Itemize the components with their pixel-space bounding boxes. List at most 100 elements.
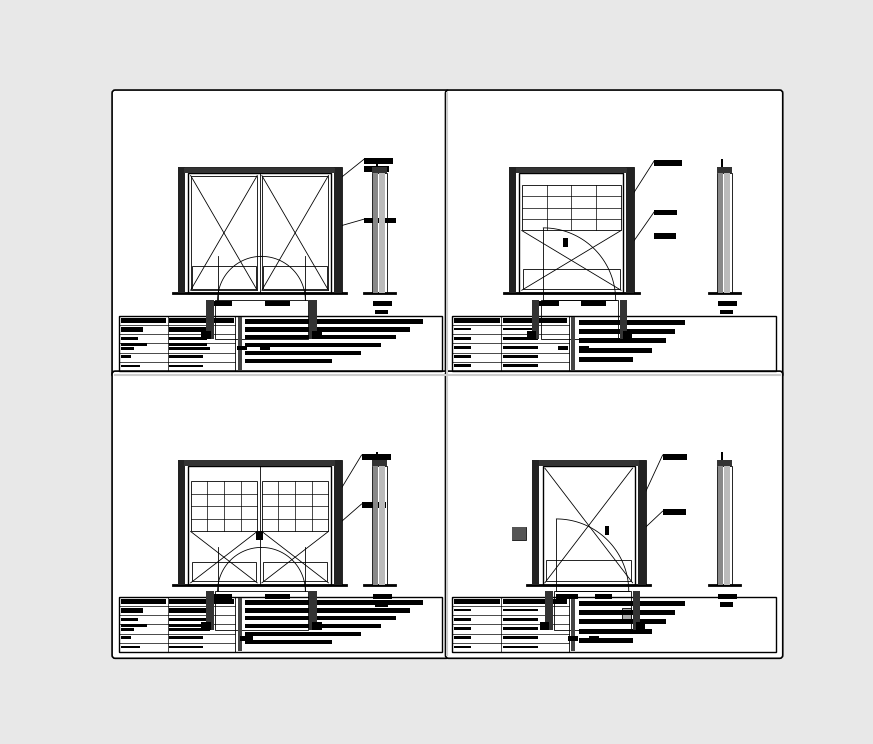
Bar — [654, 234, 676, 239]
Bar — [206, 301, 214, 339]
Bar — [654, 160, 682, 165]
Bar — [260, 346, 270, 350]
Bar — [503, 355, 538, 358]
Bar — [264, 266, 327, 289]
Bar — [503, 618, 538, 620]
Bar — [522, 185, 621, 231]
FancyBboxPatch shape — [112, 371, 450, 658]
Bar — [265, 594, 290, 599]
Bar — [256, 530, 264, 540]
Bar — [720, 310, 732, 314]
Bar — [654, 210, 677, 215]
Bar — [579, 320, 685, 325]
Bar — [119, 597, 236, 652]
Bar — [120, 636, 131, 639]
Bar — [503, 327, 538, 330]
Bar — [177, 167, 185, 292]
Bar — [535, 301, 560, 307]
Bar — [663, 510, 685, 515]
FancyBboxPatch shape — [112, 90, 450, 377]
Bar — [245, 351, 361, 356]
Bar — [720, 602, 732, 606]
Bar — [313, 331, 321, 339]
Bar — [245, 343, 381, 347]
Bar — [579, 638, 633, 643]
Bar — [376, 452, 379, 460]
Bar — [718, 173, 723, 292]
Bar — [532, 460, 646, 586]
Bar — [177, 460, 341, 586]
Bar — [379, 466, 385, 586]
Bar — [169, 343, 207, 346]
Bar — [364, 166, 389, 172]
Bar — [721, 159, 724, 167]
Bar — [717, 173, 732, 292]
Bar — [717, 466, 732, 586]
Bar — [509, 167, 634, 292]
Bar — [503, 318, 567, 323]
Bar — [545, 591, 553, 630]
Bar — [568, 636, 578, 641]
Bar — [373, 173, 378, 292]
Bar — [542, 466, 635, 586]
Bar — [265, 301, 290, 307]
Bar — [120, 618, 138, 621]
Bar — [579, 601, 685, 606]
Bar — [376, 159, 379, 167]
Bar — [373, 301, 392, 307]
Bar — [721, 452, 724, 460]
Bar — [454, 346, 471, 349]
Bar — [532, 460, 540, 586]
Bar — [571, 598, 575, 650]
Bar — [718, 301, 737, 307]
Bar — [169, 337, 207, 340]
Bar — [245, 319, 423, 324]
Bar — [372, 466, 387, 586]
Bar — [245, 624, 381, 629]
Bar — [452, 315, 569, 371]
Bar — [379, 173, 385, 292]
Bar — [208, 594, 232, 599]
Bar — [454, 355, 471, 358]
Bar — [563, 238, 567, 247]
Bar — [169, 365, 203, 368]
Bar — [120, 355, 131, 358]
Bar — [539, 461, 639, 466]
FancyBboxPatch shape — [445, 90, 783, 377]
Bar — [633, 591, 640, 630]
Bar — [527, 331, 536, 339]
Bar — [605, 526, 609, 535]
Bar — [208, 301, 232, 307]
Bar — [237, 598, 242, 650]
Bar — [454, 599, 499, 603]
Bar — [313, 622, 321, 630]
Bar — [190, 481, 258, 531]
Bar — [169, 347, 210, 350]
Bar — [373, 594, 392, 599]
Bar — [361, 502, 386, 507]
Bar — [169, 355, 203, 358]
Bar — [579, 357, 633, 362]
Bar — [245, 600, 423, 605]
Bar — [361, 455, 391, 460]
FancyBboxPatch shape — [445, 371, 783, 658]
Bar — [503, 346, 538, 349]
Bar — [120, 609, 142, 613]
Bar — [245, 640, 333, 644]
Bar — [375, 310, 388, 314]
Bar — [454, 365, 471, 368]
Bar — [452, 315, 776, 371]
Bar — [169, 624, 207, 627]
Bar — [636, 622, 645, 630]
Bar — [245, 335, 396, 339]
Bar — [717, 167, 732, 173]
Bar — [245, 616, 396, 620]
Bar — [580, 346, 589, 350]
Bar — [245, 632, 361, 636]
Bar — [169, 618, 207, 621]
Bar — [120, 628, 134, 632]
Bar — [541, 301, 618, 339]
Bar — [454, 636, 471, 639]
Bar — [579, 629, 652, 634]
Bar — [516, 168, 627, 173]
